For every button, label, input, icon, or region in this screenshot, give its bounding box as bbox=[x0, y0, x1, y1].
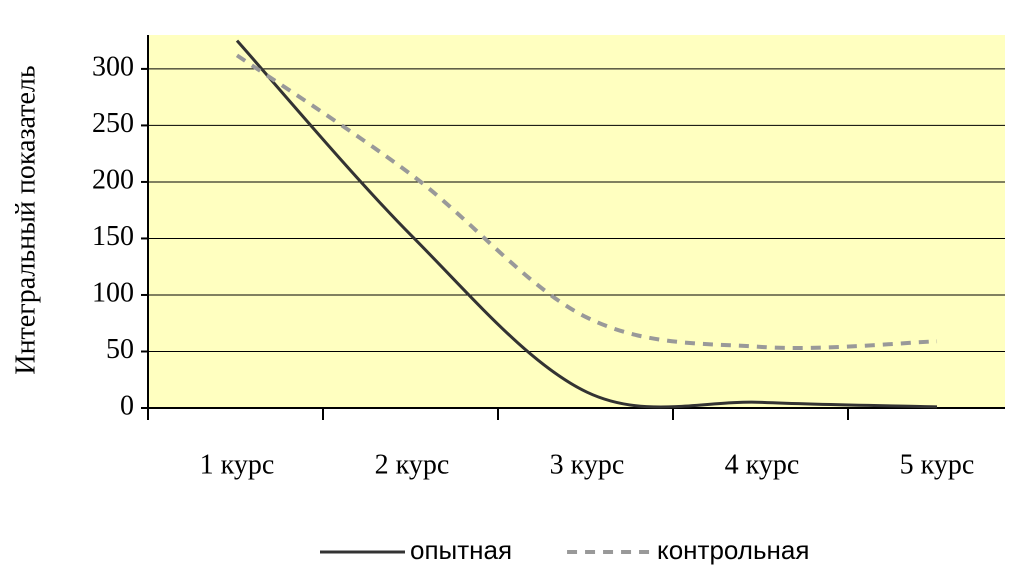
line bbox=[235, 53, 938, 350]
x-tick-label: 3 курс bbox=[550, 449, 625, 480]
x-tick-label: 5 курс bbox=[900, 449, 975, 480]
y-tick-label: 150 bbox=[92, 221, 134, 252]
x-tick-label: 1 курс bbox=[200, 449, 275, 480]
plot-area bbox=[148, 35, 1005, 408]
y-tick-label: 0 bbox=[120, 390, 134, 421]
y-tick-label: 100 bbox=[92, 277, 134, 308]
legend-label: контрольная bbox=[657, 535, 809, 565]
y-tick-label: 250 bbox=[92, 108, 134, 139]
y-tick-label: 200 bbox=[92, 164, 134, 195]
y-tick-label: 50 bbox=[106, 334, 134, 365]
x-tick-label: 2 курс bbox=[375, 449, 450, 480]
legend-label: опытная bbox=[410, 535, 512, 565]
x-tick-label: 4 курс bbox=[725, 449, 800, 480]
y-tick-label: 300 bbox=[92, 51, 134, 82]
y-axis-label: Интегральный показатель bbox=[10, 65, 41, 374]
line bbox=[235, 39, 938, 409]
